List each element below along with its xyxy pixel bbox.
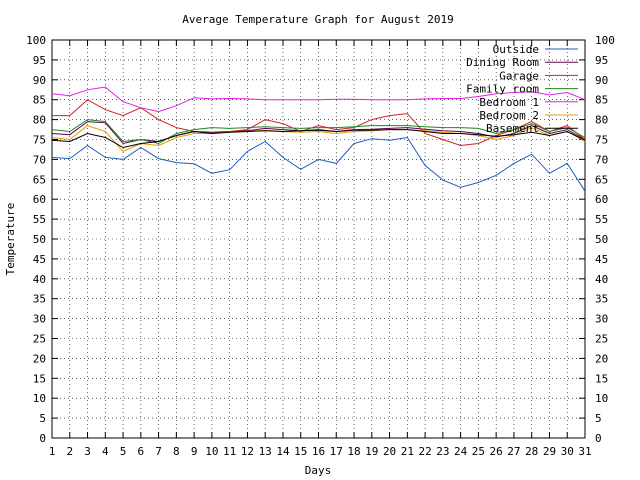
y-tick-label-right: 5 bbox=[595, 412, 602, 425]
y-tick-label-right: 95 bbox=[595, 54, 608, 67]
x-tick-label: 13 bbox=[259, 445, 272, 458]
y-tick-label-left: 85 bbox=[33, 94, 46, 107]
series-line-basement bbox=[51, 129, 586, 149]
x-tick-label: 18 bbox=[347, 445, 360, 458]
y-tick-label-left: 20 bbox=[33, 352, 46, 365]
y-axis-label: Temperature bbox=[4, 203, 17, 276]
y-tick-label-right: 0 bbox=[595, 432, 602, 445]
x-tick-label: 1 bbox=[49, 445, 56, 458]
series-line-family-room bbox=[51, 119, 586, 145]
y-tick-label-left: 65 bbox=[33, 173, 46, 186]
y-tick-label-left: 75 bbox=[33, 134, 46, 147]
y-tick-label-right: 30 bbox=[595, 313, 608, 326]
x-tick-label: 3 bbox=[84, 445, 91, 458]
x-tick-label: 28 bbox=[525, 445, 538, 458]
y-tick-label-right: 80 bbox=[595, 114, 608, 127]
x-tick-label: 4 bbox=[102, 445, 109, 458]
y-tick-label-right: 65 bbox=[595, 173, 608, 186]
x-tick-label: 27 bbox=[507, 445, 520, 458]
x-axis-label: Days bbox=[305, 464, 332, 477]
y-tick-label-left: 90 bbox=[33, 74, 46, 87]
x-tick-label: 11 bbox=[223, 445, 236, 458]
y-tick-label-left: 25 bbox=[33, 333, 46, 346]
y-tick-label-left: 35 bbox=[33, 293, 46, 306]
x-tick-label: 10 bbox=[205, 445, 218, 458]
y-tick-label-right: 70 bbox=[595, 153, 608, 166]
legend-label: Garage bbox=[499, 69, 539, 82]
y-tick-label-right: 25 bbox=[595, 333, 608, 346]
x-tick-label: 5 bbox=[120, 445, 127, 458]
x-tick-label: 14 bbox=[276, 445, 290, 458]
x-tick-label: 21 bbox=[401, 445, 414, 458]
x-tick-label: 22 bbox=[418, 445, 431, 458]
y-tick-label-right: 50 bbox=[595, 233, 608, 246]
legend-label: Family room bbox=[466, 83, 539, 96]
y-tick-label-right: 60 bbox=[595, 193, 608, 206]
x-tick-label: 26 bbox=[490, 445, 503, 458]
chart-title: Average Temperature Graph for August 201… bbox=[182, 13, 454, 26]
legend-label: Dining Room bbox=[466, 56, 539, 69]
x-tick-label: 9 bbox=[191, 445, 198, 458]
x-tick-label: 20 bbox=[383, 445, 396, 458]
x-tick-label: 31 bbox=[578, 445, 591, 458]
y-tick-label-left: 60 bbox=[33, 193, 46, 206]
y-tick-label-left: 30 bbox=[33, 313, 46, 326]
x-tick-label: 6 bbox=[138, 445, 145, 458]
x-tick-label: 2 bbox=[66, 445, 73, 458]
y-tick-label-left: 100 bbox=[26, 34, 46, 47]
y-tick-label-right: 45 bbox=[595, 253, 608, 266]
y-tick-label-right: 35 bbox=[595, 293, 608, 306]
x-tick-label: 19 bbox=[365, 445, 378, 458]
x-tick-label: 16 bbox=[312, 445, 325, 458]
y-tick-label-left: 0 bbox=[39, 432, 46, 445]
legend-label: Bedroom 2 bbox=[479, 109, 539, 122]
y-tick-label-left: 70 bbox=[33, 153, 46, 166]
y-tick-label-right: 20 bbox=[595, 352, 608, 365]
y-tick-label-left: 15 bbox=[33, 372, 46, 385]
series-line-outside bbox=[51, 136, 586, 192]
y-tick-label-left: 40 bbox=[33, 273, 46, 286]
series-lines bbox=[51, 86, 586, 192]
legend-label: Bedroom 1 bbox=[479, 96, 539, 109]
y-tick-label-right: 90 bbox=[595, 74, 608, 87]
y-tick-label-right: 100 bbox=[595, 34, 615, 47]
legend-label: Outside bbox=[493, 43, 539, 56]
y-tick-label-left: 45 bbox=[33, 253, 46, 266]
y-tick-label-left: 80 bbox=[33, 114, 46, 127]
x-tick-label: 29 bbox=[543, 445, 556, 458]
y-tick-label-right: 10 bbox=[595, 392, 608, 405]
series-line-bedroom-1 bbox=[51, 86, 586, 113]
legend-label: Basement bbox=[486, 122, 539, 135]
y-tick-label-right: 75 bbox=[595, 134, 608, 147]
x-tick-label: 12 bbox=[241, 445, 254, 458]
y-tick-label-left: 55 bbox=[33, 213, 46, 226]
x-tick-label: 15 bbox=[294, 445, 307, 458]
y-tick-label-right: 40 bbox=[595, 273, 608, 286]
y-tick-label-right: 15 bbox=[595, 372, 608, 385]
y-tick-label-left: 5 bbox=[39, 412, 46, 425]
y-tick-label-right: 55 bbox=[595, 213, 608, 226]
x-tick-label: 7 bbox=[155, 445, 162, 458]
y-tick-label-left: 10 bbox=[33, 392, 46, 405]
x-tick-label: 30 bbox=[561, 445, 574, 458]
x-tick-label: 25 bbox=[472, 445, 485, 458]
x-tick-label: 23 bbox=[436, 445, 449, 458]
y-tick-label-left: 50 bbox=[33, 233, 46, 246]
x-tick-label: 8 bbox=[173, 445, 180, 458]
y-tick-label-left: 95 bbox=[33, 54, 46, 67]
x-tick-label: 17 bbox=[330, 445, 343, 458]
y-tick-label-right: 85 bbox=[595, 94, 608, 107]
x-tick-label: 24 bbox=[454, 445, 468, 458]
